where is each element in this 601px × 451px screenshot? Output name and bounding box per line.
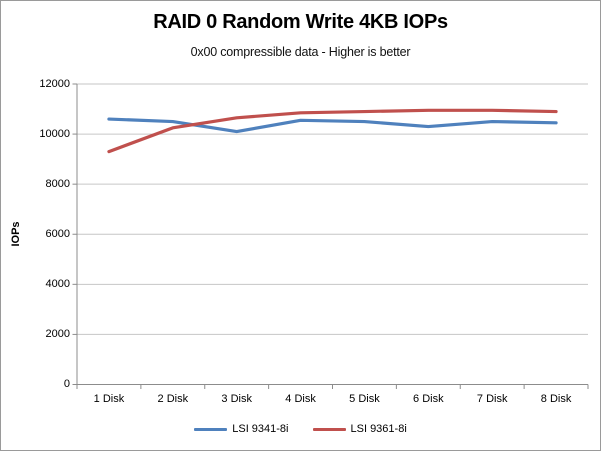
- y-tick-label: 6000: [45, 227, 70, 240]
- y-tick-label: 10000: [39, 127, 70, 140]
- x-tick-label: 4 Disk: [285, 392, 316, 405]
- chart-legend: LSI 9341-8i LSI 9361-8i: [1, 423, 600, 435]
- y-tick-label: 8000: [45, 177, 70, 190]
- x-tick-label: 3 Disk: [221, 392, 252, 405]
- x-tick-label: 2 Disk: [157, 392, 189, 405]
- chart-subtitle: 0x00 compressible data - Higher is bette…: [190, 45, 411, 59]
- series-line-lsi-9341-8i: [107, 117, 558, 134]
- x-tick-label: 1 Disk: [93, 392, 125, 405]
- legend-line-sample: [194, 427, 228, 431]
- x-tick-label: 5 Disk: [349, 392, 380, 405]
- y-tick-label: 12000: [39, 77, 70, 90]
- legend-item: LSI 9341-8i: [194, 423, 289, 435]
- x-tick-label: 6 Disk: [413, 392, 444, 405]
- series-line-lsi-9361-8i: [107, 108, 558, 154]
- y-tick-label: 4000: [45, 277, 70, 290]
- y-tick-label: 0: [63, 378, 70, 390]
- legend-label: LSI 9361-8i: [350, 423, 407, 435]
- x-tick-label: 7 Disk: [476, 392, 508, 405]
- y-tick-label: 2000: [45, 327, 70, 340]
- x-tick-label: 8 Disk: [540, 392, 572, 405]
- legend-line-sample: [312, 427, 346, 431]
- legend-item: LSI 9361-8i: [312, 423, 407, 435]
- chart-title: RAID 0 Random Write 4KB IOPs: [153, 11, 448, 33]
- legend-label: LSI 9341-8i: [232, 423, 289, 435]
